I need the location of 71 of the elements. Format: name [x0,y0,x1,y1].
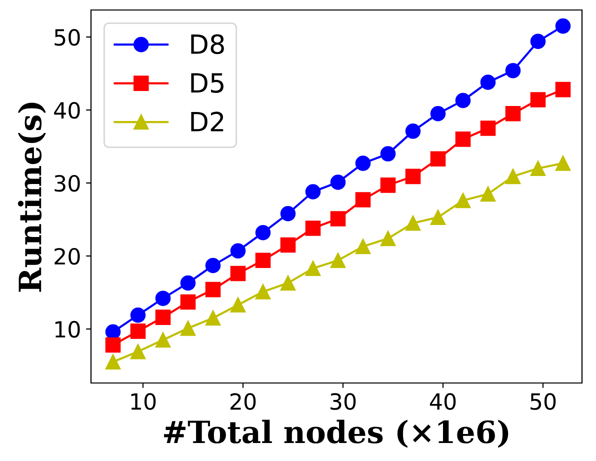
point [505,168,521,184]
point [180,275,196,291]
point [280,275,296,291]
point [530,34,546,50]
legend-label: D8 [191,34,224,54]
point [505,62,521,78]
point [555,18,571,34]
y-tick-label: 10 [55,320,80,338]
x-tick-label: 30 [330,393,356,410]
point [455,132,471,147]
point [155,310,171,325]
point [380,178,396,193]
point [405,124,421,139]
y-tick-label: 30 [54,174,80,192]
point [380,146,396,162]
point [205,310,221,326]
point [530,160,546,176]
point [255,224,271,240]
point [455,92,471,108]
point [355,156,371,171]
point [330,252,346,268]
x-tick-label: 20 [230,393,256,410]
x-tick-label: 40 [430,393,456,410]
point [205,258,221,274]
point [230,297,246,313]
point [280,206,296,222]
x-axis-title: #Total nodes (×1e6) [164,420,508,448]
legend-label: D5 [191,73,224,93]
point [230,243,246,259]
point [255,284,271,300]
point [130,307,146,323]
point [480,120,496,136]
y-tick-label: 20 [54,248,80,265]
point [555,156,571,171]
point [305,184,321,200]
point [130,324,146,339]
point [405,216,421,231]
legend-label: D2 [191,112,224,132]
point [555,82,571,98]
point [455,192,471,208]
point [430,106,446,122]
point [330,174,346,190]
point [305,220,321,236]
y-axis-title: Runtime(s) [18,102,46,292]
point [355,238,371,254]
point [305,260,321,276]
point [105,354,121,370]
point [130,344,146,360]
point [105,337,121,353]
point [480,186,496,202]
point [205,282,221,298]
point [255,252,271,268]
y-tick-label: 40 [54,102,80,119]
point [530,92,546,108]
point [405,168,421,184]
point [480,74,496,90]
y-tick-label: 50 [54,28,80,46]
point [180,320,196,336]
point [155,332,171,348]
point [155,290,171,306]
point [330,211,346,226]
point [430,151,446,167]
point [505,106,521,122]
point [180,294,196,310]
point [430,210,446,225]
point [230,266,246,282]
x-tick-label: 10 [131,393,156,410]
point [380,230,396,246]
point [280,237,296,253]
x-tick-label: 50 [530,393,556,410]
point [355,192,371,208]
